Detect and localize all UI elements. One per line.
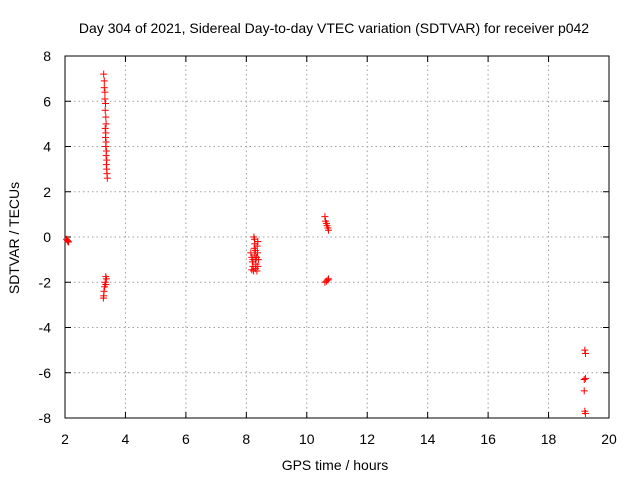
data-point bbox=[101, 88, 109, 96]
y-tick-label: -6 bbox=[39, 365, 52, 381]
data-point bbox=[101, 106, 109, 114]
data-point bbox=[253, 267, 261, 275]
y-axis-label: SDTVAR / TECUs bbox=[6, 182, 22, 294]
x-tick-label: 20 bbox=[601, 431, 617, 447]
data-point bbox=[581, 350, 589, 358]
x-tick-label: 8 bbox=[242, 431, 250, 447]
data-point bbox=[324, 276, 332, 284]
data-point bbox=[103, 174, 111, 182]
data-point bbox=[65, 238, 73, 246]
data-point bbox=[102, 113, 110, 121]
data-point bbox=[101, 95, 109, 103]
data-point bbox=[102, 152, 110, 160]
data-point bbox=[581, 374, 589, 382]
data-point bbox=[101, 133, 109, 141]
data-point bbox=[249, 256, 257, 264]
y-tick-label: 0 bbox=[43, 229, 51, 245]
y-tick-label: 2 bbox=[43, 184, 51, 200]
data-point bbox=[254, 249, 262, 257]
data-point bbox=[102, 143, 110, 150]
data-point bbox=[248, 266, 256, 274]
data-point bbox=[581, 409, 589, 417]
x-tick-label: 2 bbox=[61, 431, 69, 447]
data-point bbox=[321, 213, 329, 221]
data-point bbox=[254, 262, 262, 270]
data-point bbox=[63, 236, 71, 244]
data-point bbox=[254, 238, 262, 246]
y-tick-label: -8 bbox=[39, 410, 52, 426]
grid-lines bbox=[65, 56, 609, 418]
data-point bbox=[101, 283, 109, 291]
y-tick-label: -4 bbox=[39, 320, 52, 336]
data-point bbox=[581, 346, 589, 354]
x-tick-labels: 2 4 6 8 10 12 14 16 18 20 bbox=[61, 431, 617, 447]
y-tick-label: 8 bbox=[43, 48, 51, 64]
data-point bbox=[253, 242, 261, 250]
data-point bbox=[100, 70, 108, 78]
x-tick-label: 18 bbox=[541, 431, 557, 447]
y-tick-label: -2 bbox=[39, 274, 52, 290]
y-tick-label: 6 bbox=[43, 93, 51, 109]
x-axis-label: GPS time / hours bbox=[282, 457, 389, 473]
y-tick-label: 4 bbox=[43, 139, 51, 155]
data-point bbox=[101, 100, 109, 108]
data-point bbox=[100, 77, 108, 85]
x-tick-label: 14 bbox=[420, 431, 436, 447]
data-point bbox=[100, 84, 108, 92]
chart-title: Day 304 of 2021, Sidereal Day-to-day VTE… bbox=[79, 20, 589, 36]
x-tick-label: 4 bbox=[122, 431, 130, 447]
data-point bbox=[325, 275, 333, 283]
data-point bbox=[580, 387, 588, 395]
x-tick-label: 16 bbox=[480, 431, 496, 447]
x-tick-label: 10 bbox=[299, 431, 315, 447]
data-point bbox=[580, 376, 588, 384]
data-point bbox=[99, 294, 107, 302]
plot-frame bbox=[64, 55, 610, 419]
data-point bbox=[247, 249, 255, 257]
x-tick-label: 12 bbox=[359, 431, 375, 447]
y-tick-labels: -8 -6 -4 -2 0 2 4 6 8 bbox=[39, 48, 52, 426]
data-point bbox=[102, 120, 110, 128]
data-point bbox=[325, 226, 333, 234]
x-tick-label: 6 bbox=[182, 431, 190, 447]
data-points bbox=[63, 70, 589, 417]
data-point bbox=[102, 275, 110, 283]
data-point bbox=[101, 124, 109, 132]
